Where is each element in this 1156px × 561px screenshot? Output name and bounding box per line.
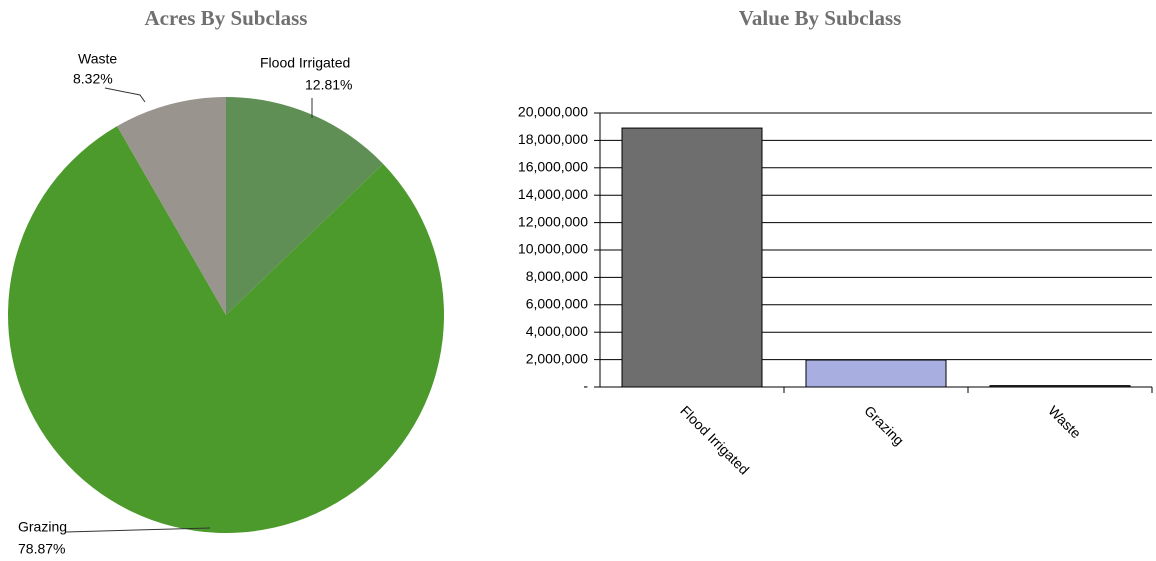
- bar: [621, 127, 763, 388]
- chart-title: Acres By Subclass: [145, 6, 308, 30]
- pie-label: Flood Irrigated: [260, 55, 350, 71]
- x-tick-label: Waste: [1045, 402, 1084, 441]
- y-tick-label: 20,000,000: [518, 104, 588, 120]
- bar: [989, 385, 1131, 388]
- x-tick-label: Grazing: [861, 402, 907, 448]
- y-tick-label: 8,000,000: [526, 268, 588, 284]
- pie-label: Waste: [78, 51, 117, 67]
- y-tick-label: 18,000,000: [518, 131, 588, 147]
- x-tick-label: Flood Irrigated: [677, 402, 752, 477]
- pie-label: Grazing: [18, 519, 67, 535]
- leader-line: [65, 527, 211, 533]
- pie-value-label: 8.32%: [73, 71, 113, 87]
- pie-slice: [117, 97, 226, 315]
- chart-title: Value By Subclass: [739, 6, 902, 30]
- y-tick-label: 12,000,000: [518, 213, 588, 229]
- pie: [7, 97, 444, 534]
- bar-chart: - 2,000,000 4,000,000 6,000,000 8,000,000 10,…: [518, 104, 1153, 478]
- y-tick-label: 2,000,000: [526, 350, 588, 366]
- pie-slice: [226, 97, 384, 315]
- pie-value-label: 78.87%: [18, 541, 65, 557]
- y-tick-label: 6,000,000: [526, 296, 588, 312]
- y-tick-label: 16,000,000: [518, 159, 588, 175]
- pie-value-label: 12.81%: [305, 77, 352, 93]
- pie-slice: [7, 126, 444, 534]
- leader-line: [104, 87, 146, 103]
- y-tick-label: 4,000,000: [526, 323, 588, 339]
- y-tick-label: -: [583, 378, 588, 394]
- y-tick-label: 10,000,000: [518, 241, 588, 257]
- y-tick-label: 14,000,000: [518, 186, 588, 202]
- bar: [805, 359, 947, 388]
